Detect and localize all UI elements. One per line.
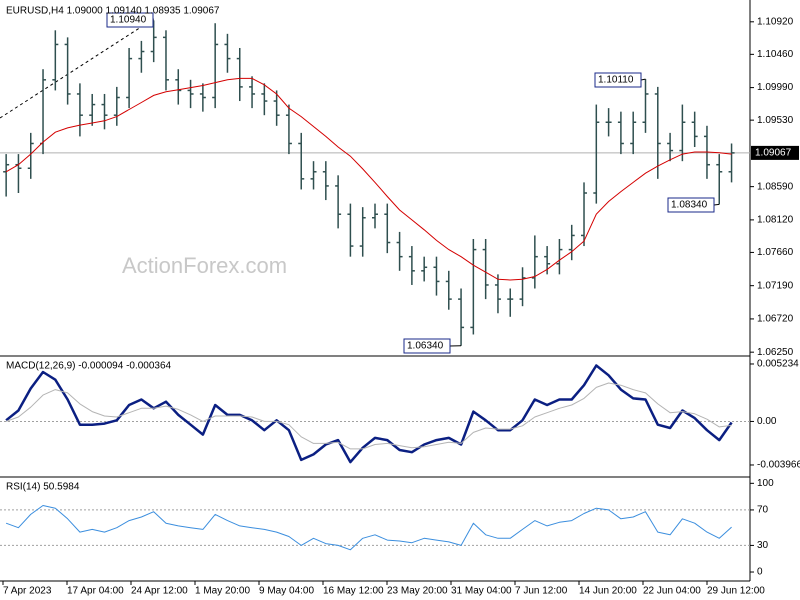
y-tick-label: 30 bbox=[757, 540, 769, 551]
annotation-connector bbox=[640, 78, 646, 81]
annotation-box bbox=[667, 197, 715, 213]
y-tick-label: 1.07190 bbox=[757, 280, 794, 291]
watermark: ActionForex.com bbox=[122, 253, 287, 278]
y-tick-label: 1.07660 bbox=[757, 247, 794, 258]
last-price-label: 1.09067 bbox=[755, 148, 792, 159]
y-tick-label: 1.10920 bbox=[757, 16, 794, 27]
x-tick-label: 16 May 12:00 bbox=[323, 586, 384, 597]
x-tick-label: 14 Jun 20:00 bbox=[579, 586, 637, 597]
x-tick-label: 31 May 04:00 bbox=[451, 586, 512, 597]
x-tick-label: 7 Jun 12:00 bbox=[515, 586, 568, 597]
annotation-box bbox=[106, 12, 154, 28]
y-tick-label: 1.10460 bbox=[757, 49, 794, 60]
indicator-line bbox=[5, 382, 732, 450]
indicator-line bbox=[5, 505, 732, 551]
trend-line bbox=[0, 17, 156, 119]
annotation-connector bbox=[713, 203, 720, 206]
y-tick-label: 0 bbox=[757, 567, 763, 578]
panel-title: RSI(14) 50.5984 bbox=[6, 482, 80, 493]
x-tick-label: 24 Apr 12:00 bbox=[131, 586, 188, 597]
x-tick-label: 1 May 20:00 bbox=[195, 586, 250, 597]
x-tick-label: 22 Jun 04:00 bbox=[643, 586, 701, 597]
y-tick-label: 1.06250 bbox=[757, 347, 794, 358]
indicator-line bbox=[5, 364, 733, 464]
y-tick-label: 1.09530 bbox=[757, 115, 794, 126]
y-tick-label: 0.00 bbox=[757, 416, 777, 427]
y-tick-label: 0.005234 bbox=[757, 359, 799, 370]
panel-title: EURUSD,H4 1.09000 1.09140 1.08935 1.0906… bbox=[6, 6, 220, 17]
y-tick-label: 1.06720 bbox=[757, 314, 794, 325]
annotation-box bbox=[403, 338, 451, 354]
annotation-box bbox=[594, 72, 642, 88]
moving-average bbox=[5, 77, 732, 281]
y-tick-label: 1.08120 bbox=[757, 215, 794, 226]
panel-title: MACD(12,26,9) -0.000094 -0.000364 bbox=[6, 361, 172, 372]
annotation-label: 1.08340 bbox=[671, 200, 708, 211]
x-tick-label: 7 Apr 2023 bbox=[3, 586, 52, 597]
annotation-label: 1.06340 bbox=[407, 341, 444, 352]
x-tick-label: 29 Jun 12:00 bbox=[707, 586, 765, 597]
x-tick-label: 23 May 20:00 bbox=[387, 586, 448, 597]
annotation-label: 1.10940 bbox=[110, 15, 147, 26]
last-price-box bbox=[751, 145, 799, 160]
x-tick-label: 17 Apr 04:00 bbox=[67, 586, 124, 597]
y-tick-label: 70 bbox=[757, 505, 769, 516]
y-tick-label: 100 bbox=[757, 478, 774, 489]
x-tick-label: 9 May 04:00 bbox=[259, 586, 314, 597]
y-tick-label: 1.08590 bbox=[757, 181, 794, 192]
y-tick-label: -0.003966 bbox=[757, 460, 800, 471]
annotation-label: 1.10110 bbox=[598, 75, 634, 86]
y-tick-label: 1.09990 bbox=[757, 82, 794, 93]
